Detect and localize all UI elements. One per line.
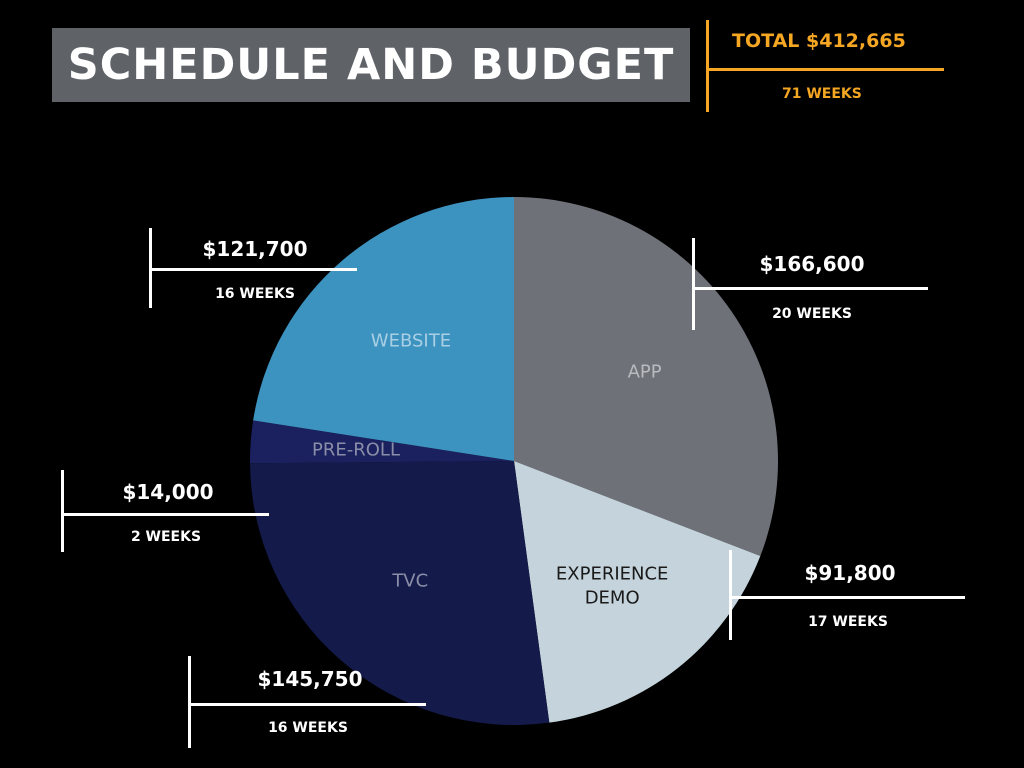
slice-website [253,197,514,461]
slice-pre-roll [250,420,514,464]
slice-label-pre-roll: PRE-ROLL [312,439,400,460]
slice-experience-demo [514,461,761,723]
tvc-weeks: 16 WEEKS [268,720,348,736]
tvc-callout-vline [188,656,191,748]
app-amount: $166,600 [759,252,865,276]
page-title: SCHEDULE AND BUDGET [67,40,675,90]
slice-app [514,197,778,557]
website-weeks: 16 WEEKS [215,286,295,302]
pie-slice-labels: APP EXPERIENCE DEMO TVC PRE-ROLL WEBSITE [312,331,668,609]
total-divider-vertical [706,20,709,112]
app-weeks: 20 WEEKS [772,306,852,322]
website-amount: $121,700 [202,237,308,261]
pie-slices [250,197,778,725]
title-banner: SCHEDULE AND BUDGET [52,28,690,102]
slice-tvc [250,461,550,725]
pre-roll-weeks: 2 WEEKS [130,529,202,545]
total-divider-horizontal [706,68,944,71]
tvc-callout-hline [188,703,426,706]
slice-label-website: WEBSITE [371,331,451,352]
experience-demo-weeks: 17 WEEKS [808,614,888,630]
tvc-amount: $145,750 [257,667,363,691]
app-callout-hline [692,287,928,290]
app-callout-vline [692,238,695,330]
experience-demo-callout-vline [729,550,732,640]
slice-label-app: APP [628,361,662,382]
total-weeks: 71 WEEKS [782,86,862,102]
experience-demo-amount: $91,800 [804,561,896,585]
slice-label-experience-demo: EXPERIENCE DEMO [556,563,669,608]
pre-roll-callout-vline [61,470,64,552]
website-callout-hline [149,268,357,271]
pre-roll-amount: $14,000 [122,480,214,504]
experience-demo-callout-hline [729,596,965,599]
slice-label-tvc: TVC [391,571,428,592]
total-budget: TOTAL $412,665 [732,30,906,52]
pre-roll-callout-hline [61,513,269,516]
